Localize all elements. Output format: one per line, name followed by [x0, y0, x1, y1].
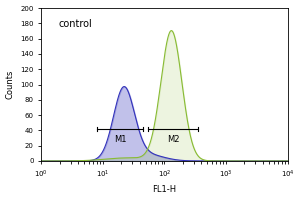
Text: control: control: [58, 19, 92, 29]
X-axis label: FL1-H: FL1-H: [152, 185, 176, 194]
Text: M1: M1: [114, 135, 126, 144]
Text: M2: M2: [167, 135, 179, 144]
Y-axis label: Counts: Counts: [6, 70, 15, 99]
